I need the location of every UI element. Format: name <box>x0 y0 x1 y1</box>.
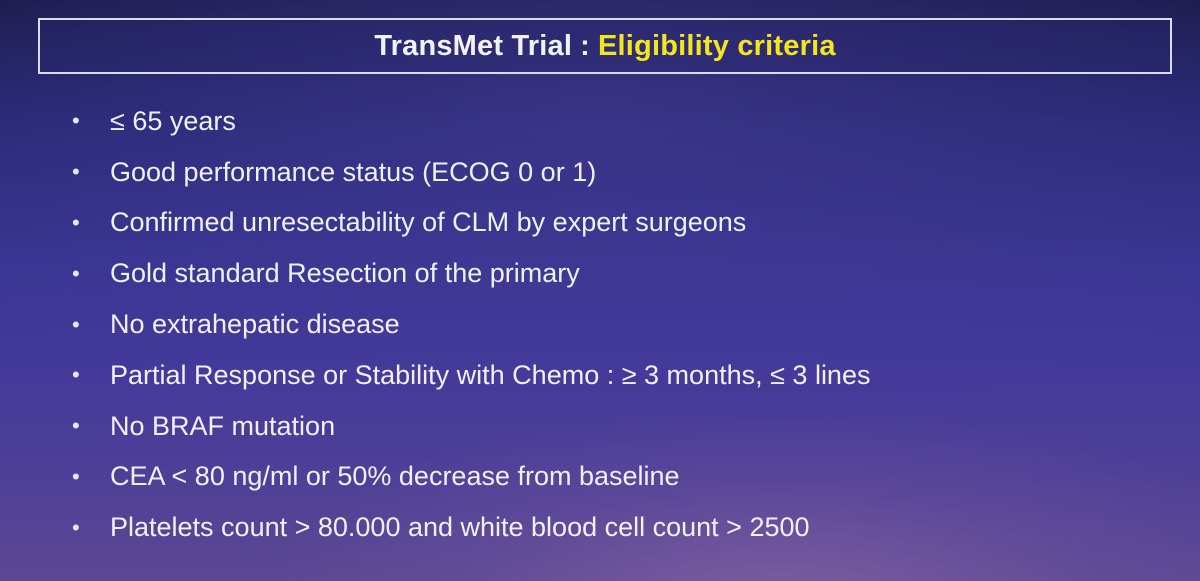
slide-title-separator: : <box>580 29 590 62</box>
criteria-text: Confirmed unresectability of CLM by expe… <box>110 207 747 238</box>
list-item: • Partial Response or Stability with Che… <box>72 350 870 401</box>
bullet-icon: • <box>72 108 80 134</box>
bullet-icon: • <box>72 260 80 286</box>
criteria-text: Partial Response or Stability with Chemo… <box>110 359 871 390</box>
criteria-text: ≤ 65 years <box>110 105 236 136</box>
bullet-icon: • <box>72 311 80 337</box>
list-item: • Platelets count > 80.000 and white blo… <box>72 502 870 553</box>
bullet-icon: • <box>72 463 80 489</box>
list-item: • No BRAF mutation <box>72 401 870 452</box>
list-item: • CEA < 80 ng/ml or 50% decrease from ba… <box>72 452 870 503</box>
criteria-text: Platelets count > 80.000 and white blood… <box>110 512 810 543</box>
criteria-text: CEA < 80 ng/ml or 50% decrease from base… <box>110 461 680 492</box>
list-item: • Good performance status (ECOG 0 or 1) <box>72 147 870 198</box>
bullet-icon: • <box>72 514 80 540</box>
slide-title-main: TransMet Trial <box>374 29 573 62</box>
criteria-text: No BRAF mutation <box>110 410 336 441</box>
criteria-text: Gold standard Resection of the primary <box>110 258 580 289</box>
eligibility-criteria-list: • ≤ 65 years • Good performance status (… <box>72 96 870 553</box>
slide-title-highlight: Eligibility criteria <box>598 29 836 62</box>
bullet-icon: • <box>72 209 80 235</box>
list-item: • No extrahepatic disease <box>72 299 870 350</box>
bullet-icon: • <box>72 362 80 388</box>
bullet-icon: • <box>72 413 80 439</box>
bullet-icon: • <box>72 159 80 185</box>
list-item: • Gold standard Resection of the primary <box>72 248 870 299</box>
criteria-text: Good performance status (ECOG 0 or 1) <box>110 156 597 187</box>
criteria-text: No extrahepatic disease <box>110 309 400 340</box>
slide-title-box: TransMet Trial : Eligibility criteria <box>38 18 1172 74</box>
list-item: • Confirmed unresectability of CLM by ex… <box>72 198 870 249</box>
list-item: • ≤ 65 years <box>72 96 870 147</box>
